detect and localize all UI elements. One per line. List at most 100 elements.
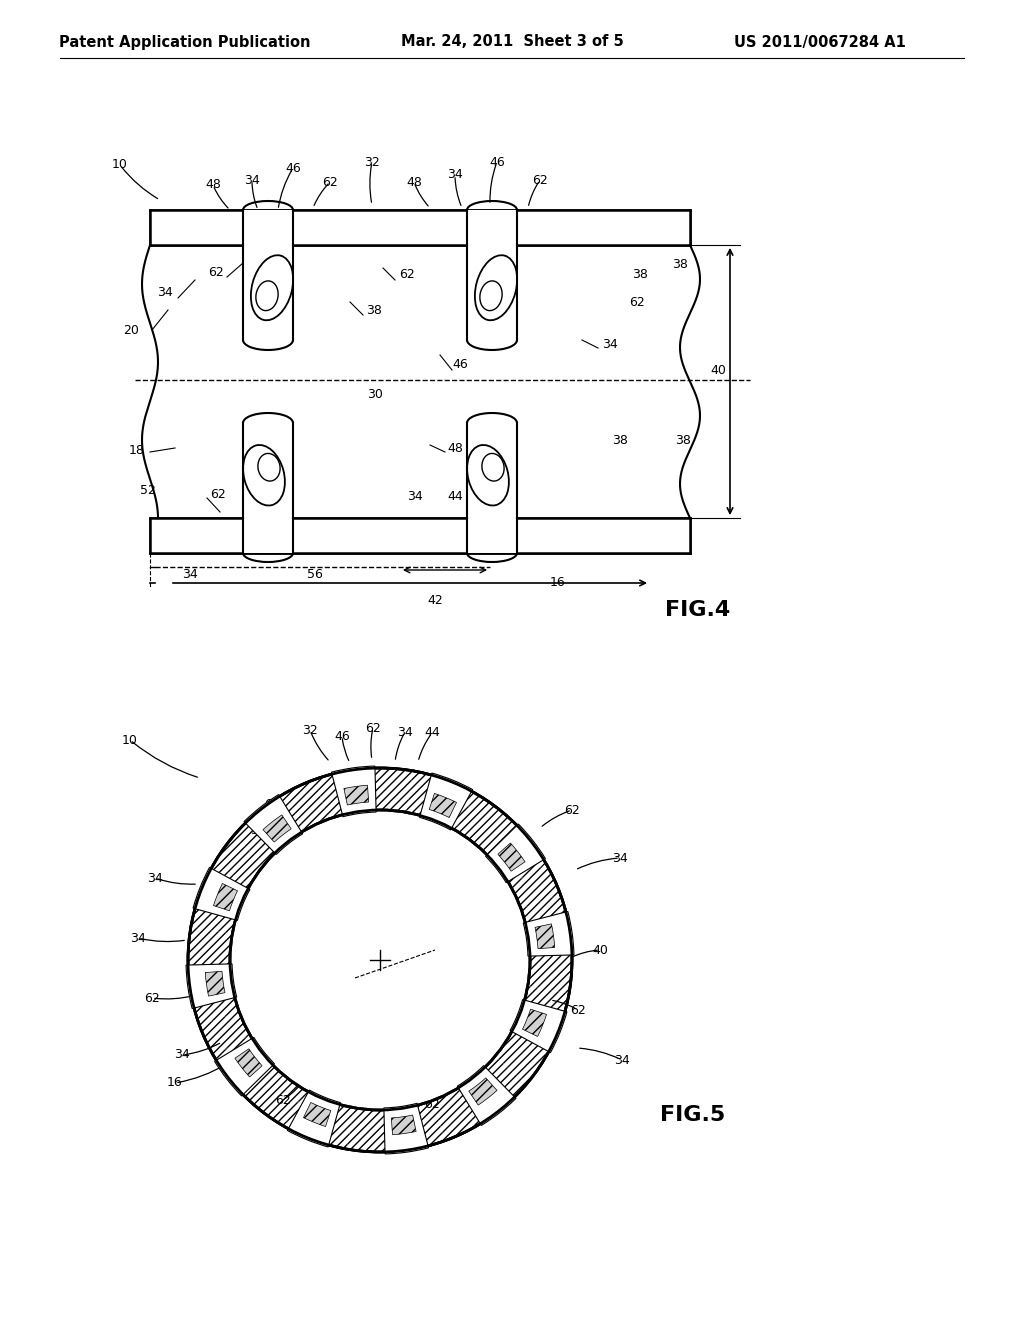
Text: 44: 44 xyxy=(424,726,440,739)
Text: 34: 34 xyxy=(182,569,198,582)
Bar xyxy=(467,246,517,341)
Bar xyxy=(150,210,690,246)
Bar xyxy=(243,517,293,553)
Text: 46: 46 xyxy=(285,161,301,174)
Text: 34: 34 xyxy=(602,338,617,351)
Text: 62: 62 xyxy=(323,176,338,189)
Text: 16: 16 xyxy=(167,1077,183,1089)
Wedge shape xyxy=(522,1010,547,1036)
Text: 62: 62 xyxy=(564,804,580,817)
Wedge shape xyxy=(194,867,250,920)
Text: 20: 20 xyxy=(123,323,139,337)
Wedge shape xyxy=(420,774,472,830)
Text: 38: 38 xyxy=(675,433,691,446)
Text: Mar. 24, 2011  Sheet 3 of 5: Mar. 24, 2011 Sheet 3 of 5 xyxy=(400,34,624,49)
Text: 34: 34 xyxy=(614,1053,630,1067)
Text: US 2011/0067284 A1: US 2011/0067284 A1 xyxy=(734,34,906,49)
Text: 62: 62 xyxy=(366,722,381,734)
Wedge shape xyxy=(234,1049,262,1077)
Text: 62: 62 xyxy=(208,265,224,279)
Text: 34: 34 xyxy=(447,169,463,181)
Text: 10: 10 xyxy=(112,158,128,172)
Text: 48: 48 xyxy=(205,178,221,191)
Text: 62: 62 xyxy=(210,488,226,502)
Text: 40: 40 xyxy=(710,363,726,376)
Text: 34: 34 xyxy=(250,824,266,837)
Text: FIG.4: FIG.4 xyxy=(665,601,730,620)
Wedge shape xyxy=(288,1090,340,1147)
Text: 34: 34 xyxy=(482,1084,498,1097)
Text: 48: 48 xyxy=(447,441,463,454)
Text: 18: 18 xyxy=(321,953,340,968)
Text: 46: 46 xyxy=(334,730,350,742)
Wedge shape xyxy=(263,814,291,842)
Bar xyxy=(150,517,690,553)
Wedge shape xyxy=(498,843,525,871)
Text: 52: 52 xyxy=(140,483,156,496)
Text: 62: 62 xyxy=(532,173,548,186)
Text: 30: 30 xyxy=(367,388,383,401)
Text: 20: 20 xyxy=(447,924,463,936)
Text: 38: 38 xyxy=(672,259,688,272)
Wedge shape xyxy=(429,793,457,817)
Text: 10: 10 xyxy=(122,734,138,747)
Bar xyxy=(150,517,690,553)
Wedge shape xyxy=(510,999,567,1052)
Text: 62: 62 xyxy=(144,991,160,1005)
Text: 62: 62 xyxy=(629,296,645,309)
Text: 38: 38 xyxy=(366,304,382,317)
Text: 40: 40 xyxy=(592,944,608,957)
Bar xyxy=(243,246,293,341)
Wedge shape xyxy=(213,883,238,911)
Text: 30: 30 xyxy=(302,849,317,862)
Wedge shape xyxy=(523,911,573,956)
Wedge shape xyxy=(535,924,555,949)
Text: 62: 62 xyxy=(399,268,415,281)
Wedge shape xyxy=(485,824,546,883)
Text: 46: 46 xyxy=(453,359,468,371)
Text: 34: 34 xyxy=(397,726,413,738)
Text: 32: 32 xyxy=(365,156,380,169)
Text: 34: 34 xyxy=(130,932,145,945)
Wedge shape xyxy=(215,1038,274,1096)
Wedge shape xyxy=(384,1104,429,1154)
Text: 38: 38 xyxy=(612,433,628,446)
Text: 62: 62 xyxy=(570,1003,586,1016)
Text: 34: 34 xyxy=(612,851,628,865)
Text: 62: 62 xyxy=(424,1098,440,1111)
Text: 34: 34 xyxy=(174,1048,189,1061)
Text: 48: 48 xyxy=(407,176,422,189)
Wedge shape xyxy=(186,964,237,1008)
Bar xyxy=(467,422,517,517)
Text: 46: 46 xyxy=(489,156,505,169)
Bar xyxy=(243,210,293,246)
Text: 42: 42 xyxy=(427,594,442,606)
Text: 32: 32 xyxy=(302,723,317,737)
Bar xyxy=(467,517,517,553)
Text: 34: 34 xyxy=(408,491,423,503)
Text: 56: 56 xyxy=(307,569,323,582)
Text: 62: 62 xyxy=(264,799,280,812)
Text: 38: 38 xyxy=(337,813,353,826)
Wedge shape xyxy=(332,766,376,817)
Text: 34: 34 xyxy=(244,173,260,186)
Text: 18: 18 xyxy=(129,444,145,457)
Wedge shape xyxy=(303,1102,331,1126)
Wedge shape xyxy=(205,972,225,997)
Text: 38: 38 xyxy=(632,268,648,281)
Text: Patent Application Publication: Patent Application Publication xyxy=(59,34,310,49)
Wedge shape xyxy=(458,1065,516,1126)
Circle shape xyxy=(230,810,530,1110)
Text: 34: 34 xyxy=(157,286,173,300)
Text: FIG.5: FIG.5 xyxy=(660,1105,725,1125)
Wedge shape xyxy=(391,1115,416,1135)
Bar xyxy=(243,422,293,517)
Bar xyxy=(150,210,690,246)
Text: 44: 44 xyxy=(447,491,463,503)
Text: 16: 16 xyxy=(550,576,566,589)
Wedge shape xyxy=(469,1078,497,1105)
Text: 34: 34 xyxy=(147,871,163,884)
Bar xyxy=(467,210,517,246)
Wedge shape xyxy=(244,795,303,854)
Text: 62: 62 xyxy=(275,1093,291,1106)
